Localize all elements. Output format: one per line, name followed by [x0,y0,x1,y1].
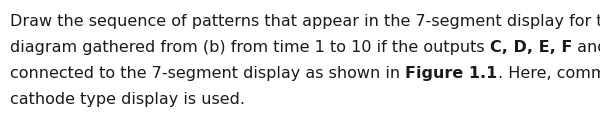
Text: Figure 1.1: Figure 1.1 [405,66,497,81]
Text: cathode type display is used.: cathode type display is used. [10,92,245,107]
Text: C, D, E, F: C, D, E, F [490,40,572,55]
Text: . Here, common: . Here, common [497,66,600,81]
Text: diagram gathered from (b) from time 1 to 10 if the outputs: diagram gathered from (b) from time 1 to… [10,40,490,55]
Text: and: and [572,40,600,55]
Text: connected to the 7-segment display as shown in: connected to the 7-segment display as sh… [10,66,405,81]
Text: Draw the sequence of patterns that appear in the 7-segment display for the timin: Draw the sequence of patterns that appea… [10,14,600,29]
